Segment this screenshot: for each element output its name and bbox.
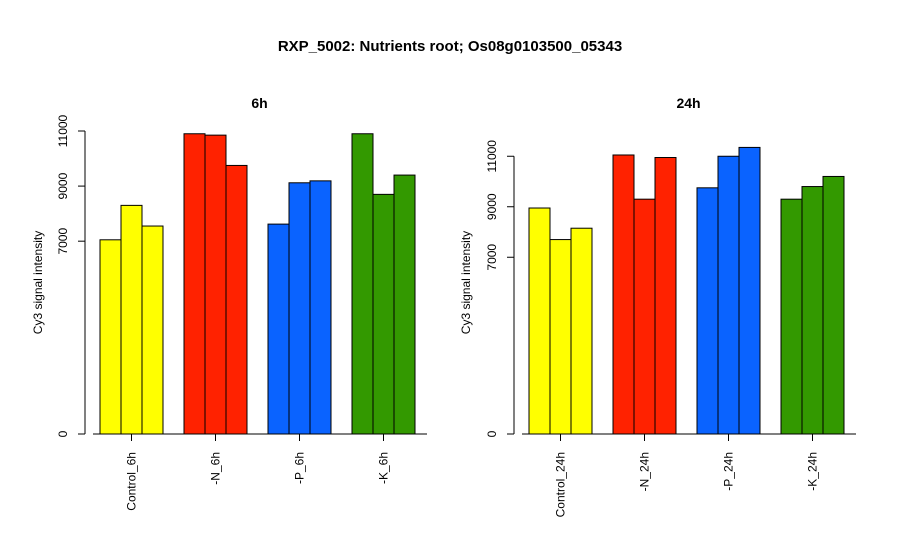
bar bbox=[225, 164, 248, 435]
y-axis-label: Cy3 signal intensity bbox=[31, 231, 45, 334]
bar bbox=[309, 180, 332, 435]
x-category-label: -P_6h bbox=[293, 452, 307, 484]
bar bbox=[267, 223, 290, 435]
x-category-label: -K_24h bbox=[806, 452, 820, 491]
bar bbox=[801, 186, 824, 435]
bar bbox=[99, 239, 122, 435]
bar bbox=[654, 157, 677, 435]
y-tick-label: 0 bbox=[56, 430, 70, 437]
bar bbox=[288, 182, 311, 435]
panel-title: 6h bbox=[251, 95, 267, 111]
x-category-label: -N_6h bbox=[209, 452, 223, 485]
bar bbox=[528, 207, 551, 435]
bar bbox=[204, 134, 227, 435]
y-tick-label: 0 bbox=[485, 430, 499, 437]
y-tick-label: 7000 bbox=[56, 228, 70, 255]
y-tick-label: 9000 bbox=[56, 172, 70, 199]
bar bbox=[351, 133, 374, 435]
bar bbox=[183, 133, 206, 435]
chart-main-title: RXP_5002: Nutrients root; Os08g0103500_0… bbox=[277, 38, 623, 55]
bar bbox=[738, 146, 761, 435]
y-tick-label: 11000 bbox=[485, 140, 499, 173]
x-category-label: -P_24h bbox=[722, 452, 736, 491]
y-axis-label: Cy3 signal intensity bbox=[459, 231, 473, 334]
y-tick-label: 7000 bbox=[485, 244, 499, 271]
bar bbox=[570, 227, 593, 435]
x-category-label: Control_6h bbox=[125, 452, 139, 511]
bar bbox=[612, 154, 635, 435]
bar bbox=[633, 198, 656, 435]
x-category-label: Control_24h bbox=[554, 452, 568, 517]
bar bbox=[696, 187, 719, 435]
bar bbox=[141, 225, 164, 435]
y-tick-label: 11000 bbox=[56, 114, 70, 147]
panel-title: 24h bbox=[676, 95, 700, 111]
bar bbox=[549, 239, 572, 435]
bar bbox=[120, 204, 143, 435]
bar bbox=[372, 193, 395, 435]
bar bbox=[393, 174, 416, 435]
bar bbox=[780, 198, 803, 435]
x-category-label: -K_6h bbox=[377, 452, 391, 484]
bar bbox=[717, 155, 740, 435]
y-tick-label: 9000 bbox=[485, 193, 499, 220]
x-category-label: -N_24h bbox=[638, 452, 652, 491]
bar bbox=[822, 175, 845, 435]
